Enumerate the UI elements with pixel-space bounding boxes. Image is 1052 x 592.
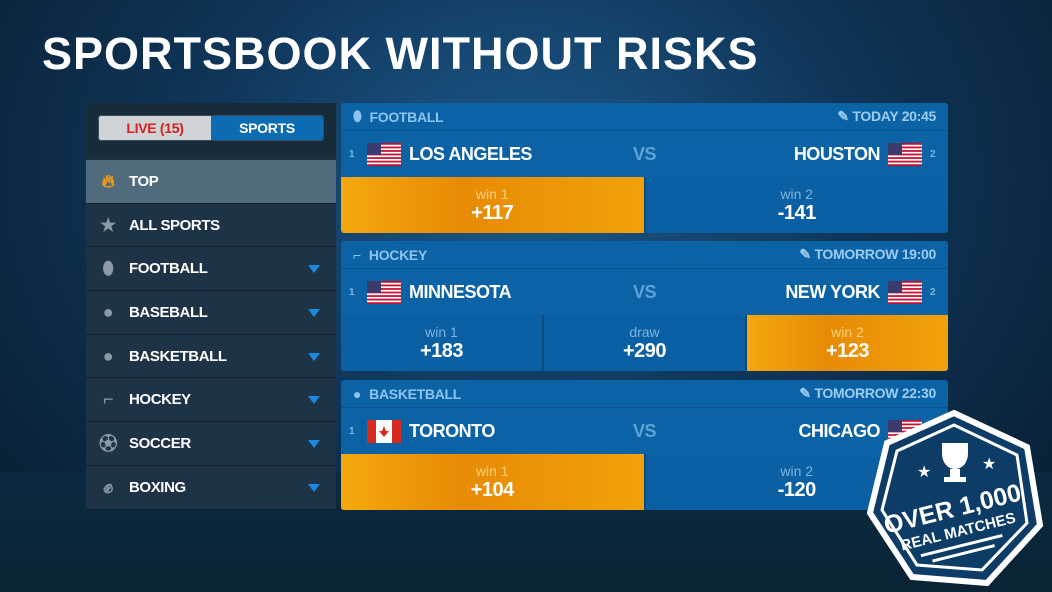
odds-value: -141 (777, 201, 817, 224)
hockey-icon: ⌐ (102, 389, 114, 410)
sport-label: BASKETBALL (369, 385, 462, 402)
star-icon: ★ (982, 456, 996, 473)
odds-button[interactable]: win 2 -141 (645, 177, 948, 233)
sidebar-item-label: BASEBALL (129, 303, 208, 321)
vs-label: VS (632, 143, 657, 164)
match-card: ● BASKETBALL ✎ TOMORROW 22:30 1 TORONTO VS… (341, 380, 948, 510)
odds-label: win 1 (475, 185, 509, 202)
sidebar-item-baseball[interactable]: ● BASEBALL (86, 291, 336, 335)
odds-value: -120 (777, 478, 817, 501)
usa-flag-icon (888, 280, 922, 304)
basketball-icon: ● (353, 385, 362, 402)
canada-flag-icon (367, 419, 401, 443)
match-time: ✎ TOMORROW 19:00 (799, 246, 936, 263)
odds-label: draw (629, 323, 660, 340)
sidebar-item-basketball[interactable]: ● BASKETBALL (86, 334, 336, 379)
team2-number: 2 (930, 148, 936, 160)
team2-name: NEW YORK (785, 281, 880, 302)
star-icon: ★ (100, 214, 116, 235)
match-card: ⬮ FOOTBALL ✎ TODAY 20:45 1 LOS ANGELES VS … (341, 103, 948, 233)
time-text: TOMORROW 22:30 (814, 385, 936, 401)
odds-value: +183 (419, 339, 464, 362)
pin-icon: ✎ (837, 108, 853, 124)
odds-label: win 2 (780, 185, 814, 202)
team1-number: 1 (349, 286, 355, 298)
vs-label: VS (632, 281, 657, 302)
match-card: ⌐ HOCKEY ✎ TOMORROW 19:00 1 MINNESOTA VS N… (341, 241, 948, 371)
vs-label: VS (632, 420, 657, 441)
usa-flag-icon (367, 142, 401, 166)
boxing-glove-icon: ✊︎ (103, 476, 113, 497)
odds-button[interactable]: win 2 +123 (747, 315, 948, 371)
football-icon: ⬮ (353, 108, 362, 124)
sidebar-item-hockey[interactable]: ⌐ HOCKEY (86, 378, 336, 423)
hockey-icon: ⌐ (353, 246, 361, 263)
usa-flag-icon (888, 142, 922, 166)
team1-number: 1 (349, 425, 355, 437)
odds-button[interactable]: win 1 +104 (341, 454, 644, 510)
team1-name: MINNESOTA (409, 281, 512, 302)
sidebar-item-football[interactable]: ⬮ FOOTBALL (86, 247, 336, 292)
pin-icon: ✎ (799, 246, 815, 262)
chevron-down-icon[interactable] (308, 483, 320, 492)
sidebar-item-label: BASKETBALL (129, 347, 227, 365)
sidebar-item-label: HOCKEY (129, 391, 191, 409)
odds-label: win 1 (425, 323, 458, 340)
sidebar-item-top[interactable]: 🔥︎ TOP (86, 160, 336, 204)
sidebar-item-label: FOOTBALL (129, 260, 208, 278)
live-tab[interactable]: LIVE (15) (99, 116, 211, 140)
team1-name: LOS ANGELES (409, 143, 532, 164)
baseball-icon: ● (102, 301, 114, 322)
star-icon: ★ (917, 464, 931, 481)
team2-name: HOUSTON (793, 143, 881, 164)
odds-label: win 1 (475, 462, 509, 479)
soccer-icon: ⚽︎ (99, 434, 117, 455)
sidebar-item-label: TOP (129, 172, 159, 190)
odds-button[interactable]: win 1 +117 (341, 177, 644, 233)
odds-value: +290 (622, 339, 667, 362)
time-text: TOMORROW 19:00 (814, 246, 936, 262)
sidebar-item-label: SOCCER (129, 434, 191, 452)
team2-number: 2 (930, 286, 936, 298)
chevron-down-icon[interactable] (308, 396, 320, 405)
sidebar-item-label: BOXING (129, 478, 186, 496)
time-text: TODAY 20:45 (852, 108, 936, 124)
match-time: ✎ TODAY 20:45 (837, 108, 936, 125)
odds-button[interactable]: draw +290 (544, 315, 745, 371)
page-title: SPORTSBOOK WITHOUT RISKS (42, 28, 759, 79)
sidebar-item-soccer[interactable]: ⚽︎ SOCCER (86, 422, 336, 466)
odds-value: +123 (825, 339, 870, 362)
sidebar-item-all-sports[interactable]: ★ ALL SPORTS (86, 203, 336, 248)
sports-tab[interactable]: SPORTS (211, 116, 323, 140)
trophy-icon (942, 443, 968, 482)
odds-label: win 2 (780, 462, 814, 479)
sport-label: FOOTBALL (369, 108, 444, 125)
odds-value: +117 (471, 201, 514, 224)
live-sports-toggle: LIVE (15) SPORTS (98, 115, 324, 141)
team1-name: TORONTO (409, 420, 495, 441)
chevron-down-icon[interactable] (308, 352, 320, 361)
over-1000-matches-badge: ★ ★ OVER 1,000 REAL MATCHES (866, 409, 1044, 587)
odds-value: +104 (470, 478, 515, 501)
team2-name: CHICAGO (798, 420, 881, 441)
sidebar: LIVE (15) SPORTS 🔥︎ TOP ★ ALL SPORTS ⬮ FOOT… (86, 103, 336, 510)
team1-number: 1 (349, 148, 355, 160)
match-time: ✎ TOMORROW 22:30 (799, 385, 936, 402)
odds-button[interactable]: win 1 +183 (341, 315, 542, 371)
chevron-down-icon[interactable] (308, 309, 320, 318)
football-icon: ⬮ (102, 258, 114, 279)
basketball-icon: ● (102, 345, 114, 366)
chevron-down-icon[interactable] (308, 440, 320, 449)
sport-label: HOCKEY (368, 246, 427, 263)
pin-icon: ✎ (799, 385, 815, 401)
flame-icon: 🔥︎ (101, 170, 115, 191)
sidebar-item-boxing[interactable]: ✊︎ BOXING (86, 465, 336, 510)
chevron-down-icon[interactable] (308, 265, 320, 274)
sidebar-item-label: ALL SPORTS (129, 216, 220, 234)
odds-label: win 2 (831, 323, 864, 340)
usa-flag-icon (367, 280, 401, 304)
